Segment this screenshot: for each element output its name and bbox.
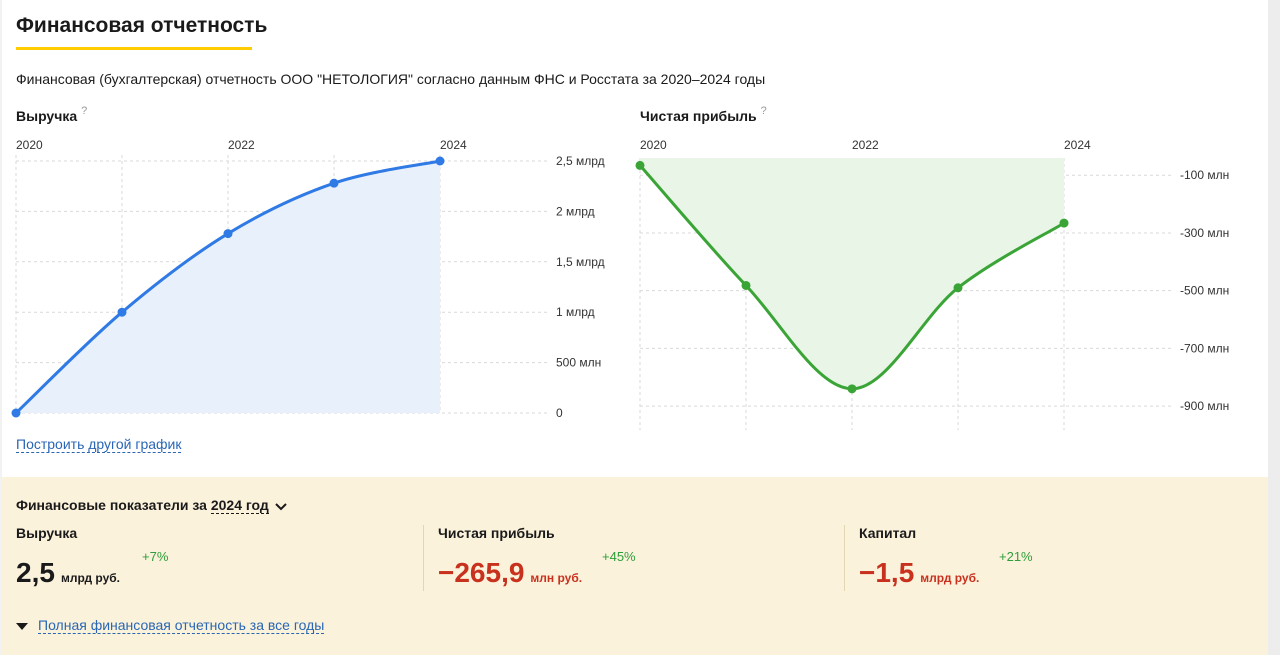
revenue-point <box>11 408 21 418</box>
profit-point <box>847 384 857 394</box>
metric-label: Выручка <box>16 525 78 541</box>
revenue-x-tick-label: 2020 <box>16 138 43 152</box>
profit-x-tick-label: 2022 <box>852 138 879 152</box>
revenue-area <box>16 161 440 413</box>
revenue-chart-title: Выручка? <box>16 105 88 124</box>
metric-label: Капитал <box>859 525 917 541</box>
revenue-y-tick-label: 2,5 млрд <box>556 154 605 168</box>
revenue-chart: 0 500 млн 1 млрд 1,5 млрд 2 млрд 2,5 млрд 2020… <box>11 138 605 420</box>
revenue-point <box>329 178 339 188</box>
profit-chart-title-text: Чистая прибыль <box>640 108 757 124</box>
profit-y-tick-label: -500 млн <box>1180 284 1229 298</box>
full-report-link[interactable]: Полная финансовая отчетность за все годы <box>38 617 325 634</box>
revenue-point <box>435 156 445 166</box>
profit-point <box>741 280 751 290</box>
metric-net-profit: Чистая прибыль −265,9 млн руб. +45% <box>438 525 636 588</box>
revenue-point <box>117 307 127 317</box>
profit-chart: -100 млн -300 млн -500 млн -700 млн -900 млн… <box>635 138 1229 430</box>
page-scroll-gutter <box>1268 0 1280 655</box>
metric-unit: млрд руб. <box>60 571 121 585</box>
section-subtitle: Финансовая (бухгалтерская) отчетность ОО… <box>16 71 766 87</box>
metric-value-group: −1,5 млрд руб. <box>859 557 979 589</box>
profit-help-icon[interactable]: ? <box>760 105 767 117</box>
profit-point <box>1059 218 1069 228</box>
profit-x-tick-label: 2024 <box>1064 138 1091 152</box>
revenue-chart-title-text: Выручка <box>16 108 78 124</box>
build-other-chart-link[interactable]: Построить другой график <box>16 436 182 453</box>
profit-point <box>635 160 645 170</box>
title-underline <box>16 47 252 50</box>
metric-delta: +45% <box>602 549 636 564</box>
metric-value: −265,9 <box>438 557 525 588</box>
revenue-help-icon[interactable]: ? <box>81 105 88 117</box>
revenue-x-tick-label: 2022 <box>228 138 255 152</box>
profit-area <box>640 158 1064 389</box>
indicators-heading: Финансовые показатели за 2024 год <box>16 497 287 514</box>
year-selector[interactable]: 2024 год <box>210 497 269 514</box>
metric-delta: +7% <box>142 549 169 564</box>
profit-point <box>953 283 963 293</box>
metric-value: −1,5 <box>859 557 915 588</box>
indicators-panel: Финансовые показатели за 2024 год Выручк… <box>2 477 1268 655</box>
metric-label: Чистая прибыль <box>438 525 555 541</box>
revenue-line <box>14 159 442 415</box>
full-report-row: Полная финансовая отчетность за все годы <box>16 617 325 634</box>
metric-value: 2,5 <box>16 557 55 588</box>
metric-capital: Капитал −1,5 млрд руб. +21% <box>859 525 1033 588</box>
profit-y-tick-label: -100 млн <box>1180 168 1229 182</box>
metric-value-group: −265,9 млн руб. <box>438 557 582 589</box>
profit-y-tick-label: -700 млн <box>1180 341 1229 355</box>
revenue-y-tick-label: 0 <box>556 406 563 420</box>
profit-y-tick-label: -300 млн <box>1180 226 1229 240</box>
metric-value-group: 2,5 млрд руб. <box>16 557 120 589</box>
revenue-y-tick-label: 1,5 млрд <box>556 255 605 269</box>
revenue-x-tick-label: 2024 <box>440 138 467 152</box>
metric-unit: млн руб. <box>530 571 583 585</box>
revenue-y-tick-label: 500 млн <box>556 356 601 370</box>
metric-unit: млрд руб. <box>920 571 980 585</box>
profit-y-tick-label: -900 млн <box>1180 399 1229 413</box>
profit-chart-title: Чистая прибыль? <box>640 105 767 124</box>
section-title: Финансовая отчетность <box>16 14 268 37</box>
profit-x-tick-label: 2020 <box>640 138 667 152</box>
metric-revenue: Выручка 2,5 млрд руб. +7% <box>16 525 168 588</box>
metric-divider <box>423 525 424 591</box>
chevron-down-icon[interactable] <box>275 498 287 514</box>
triangle-down-icon[interactable] <box>16 618 28 634</box>
metric-divider <box>844 525 845 591</box>
revenue-y-tick-label: 2 млрд <box>556 204 595 218</box>
revenue-point <box>223 229 233 239</box>
revenue-y-tick-label: 1 млрд <box>556 305 595 319</box>
indicators-heading-prefix: Финансовые показатели за <box>16 497 207 513</box>
metric-delta: +21% <box>999 549 1033 564</box>
